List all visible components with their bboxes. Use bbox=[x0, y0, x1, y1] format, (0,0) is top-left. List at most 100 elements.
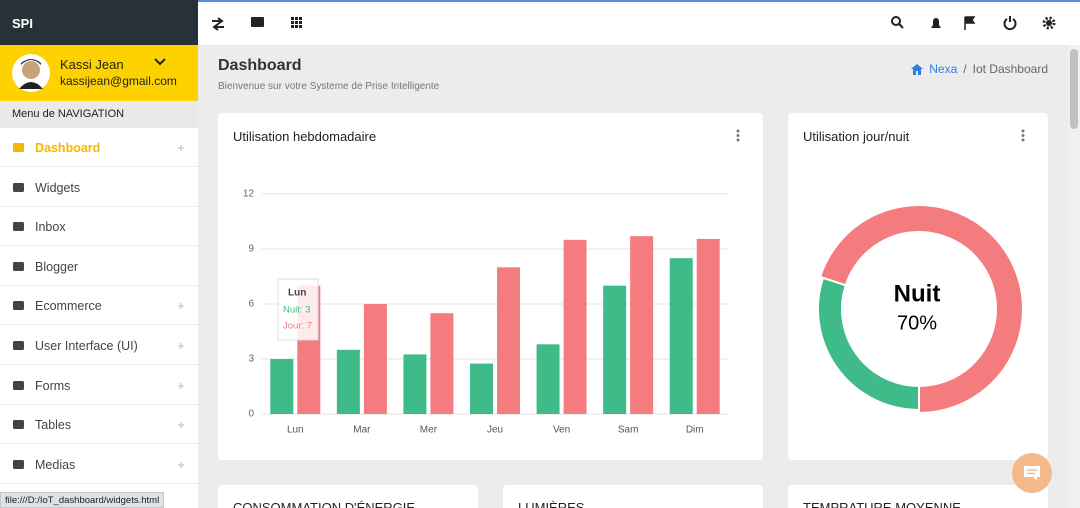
bell-icon[interactable] bbox=[931, 18, 941, 28]
bar bbox=[603, 285, 627, 414]
apps-icon[interactable] bbox=[291, 17, 302, 28]
menu-label: Inbox bbox=[35, 220, 66, 235]
user-email: kassijean@gmail.com bbox=[60, 74, 177, 88]
swap-icon[interactable] bbox=[212, 17, 224, 31]
chat-icon bbox=[1024, 466, 1040, 481]
expand-icon bbox=[178, 343, 184, 349]
tooltip: Lun Nuit: 3 Jour: 7 bbox=[277, 278, 319, 341]
bar bbox=[536, 344, 560, 414]
x-tick-label: Ven bbox=[553, 425, 570, 436]
menu-item[interactable]: Medias bbox=[0, 445, 198, 484]
temperature-card: TEMPRATURE MOYENNE bbox=[788, 485, 1048, 508]
menu-label: Dashboard bbox=[35, 141, 101, 155]
mail-icon[interactable] bbox=[251, 17, 264, 27]
user-card[interactable]: Kassi Jean kassijean@gmail.com bbox=[0, 45, 198, 101]
bar bbox=[563, 239, 587, 414]
user-dropdown[interactable] bbox=[154, 57, 166, 67]
breadcrumb-link[interactable]: Nexa bbox=[929, 62, 958, 76]
menu-item[interactable]: Dashboard bbox=[0, 128, 198, 167]
power-icon[interactable] bbox=[1003, 16, 1017, 31]
menu-item[interactable]: Tables bbox=[0, 405, 198, 445]
x-tick-label: Mar bbox=[353, 425, 371, 436]
settings-icon[interactable] bbox=[1042, 16, 1056, 30]
menu-icon bbox=[13, 459, 184, 469]
card-title: TEMPRATURE MOYENNE bbox=[803, 500, 961, 508]
bar bbox=[270, 359, 294, 414]
expand-icon bbox=[178, 145, 184, 151]
menu-label: Forms bbox=[35, 378, 71, 393]
top-bar-icons bbox=[212, 16, 1056, 31]
expand-icon bbox=[178, 422, 184, 429]
bar bbox=[403, 354, 427, 414]
expand-icon bbox=[178, 461, 184, 468]
x-tick-label: Sam bbox=[618, 425, 639, 436]
scroll-thumb[interactable] bbox=[1070, 49, 1078, 129]
menu-item[interactable]: Blogger bbox=[0, 247, 198, 286]
menu-icon bbox=[13, 380, 184, 390]
icon-shape bbox=[13, 420, 24, 430]
bar bbox=[630, 236, 654, 414]
x-tick-label: Dim bbox=[686, 425, 704, 436]
page-title: Dashboard bbox=[218, 57, 302, 74]
y-tick-label: 6 bbox=[248, 299, 254, 310]
breadcrumb-separator: / bbox=[963, 62, 967, 76]
card-title: Utilisation hebdomadaire bbox=[233, 129, 377, 144]
menu-label: Tables bbox=[35, 418, 72, 433]
avatar bbox=[12, 54, 50, 92]
bar bbox=[696, 238, 720, 414]
donut-segment bbox=[818, 204, 1024, 415]
menu-icon bbox=[13, 222, 24, 232]
top-bar bbox=[198, 0, 1080, 45]
menu-icon bbox=[13, 341, 184, 350]
menu-icon bbox=[13, 420, 184, 430]
sidebar: Kassi Jean kassijean@gmail.com Menu de N… bbox=[0, 45, 198, 508]
card-menus[interactable] bbox=[736, 129, 1025, 142]
tooltip-box bbox=[277, 278, 319, 341]
menu: Dashboard Widgets Inbox Blogger Ecommerce Use… bbox=[0, 128, 198, 508]
brand-bar: SPI bbox=[0, 0, 198, 45]
menu-item[interactable]: Forms bbox=[0, 366, 198, 405]
menu-label: User Interface (UI) bbox=[35, 339, 138, 353]
y-tick-label: 9 bbox=[248, 244, 254, 255]
donut-center-label: 70% bbox=[897, 312, 937, 334]
search-icon[interactable] bbox=[891, 16, 904, 29]
icon-shape bbox=[13, 143, 24, 152]
menu-item[interactable]: User Interface (UI) bbox=[0, 326, 198, 365]
menu-label: Medias bbox=[35, 457, 76, 472]
breadcrumb-current: Iot Dashboard bbox=[972, 62, 1048, 76]
lights-card: LUMIÈRES bbox=[503, 485, 763, 508]
home-icon bbox=[911, 63, 924, 75]
user-name: Kassi Jean bbox=[60, 57, 124, 72]
x-tick-label: Mer bbox=[420, 425, 438, 436]
menu-label: Widgets bbox=[35, 180, 81, 195]
bar bbox=[497, 267, 520, 414]
y-tick-label: 12 bbox=[243, 189, 255, 200]
menu-icon bbox=[13, 182, 24, 192]
icon-shape bbox=[13, 301, 24, 311]
bar bbox=[363, 304, 387, 414]
energy-card: CONSOMMATION D'ÉNERGIE bbox=[218, 485, 478, 508]
icon-shape bbox=[13, 380, 24, 390]
menu-icon bbox=[13, 143, 184, 152]
menu-item[interactable]: Widgets bbox=[0, 168, 198, 207]
card-title: CONSOMMATION D'ÉNERGIE bbox=[233, 500, 416, 508]
scrollbar[interactable] bbox=[1068, 45, 1080, 508]
menu-title: Menu de NAVIGATION bbox=[0, 101, 198, 128]
icon-shape bbox=[13, 261, 24, 271]
flag-icon[interactable] bbox=[964, 16, 976, 30]
menu-item[interactable]: Ecommerce bbox=[0, 286, 198, 326]
status-bar: file:///D:/IoT_dashboard/widgets.html bbox=[0, 492, 165, 508]
x-tick-label: Lun bbox=[287, 425, 304, 436]
y-tick-label: 3 bbox=[248, 354, 254, 365]
menu-label: Ecommerce bbox=[35, 299, 102, 314]
icon-shape bbox=[13, 459, 24, 469]
brand[interactable]: SPI bbox=[12, 16, 33, 31]
menu-item[interactable]: Inbox bbox=[0, 207, 198, 247]
card-title: LUMIÈRES bbox=[518, 500, 585, 508]
chat-button[interactable] bbox=[1012, 453, 1052, 493]
bar bbox=[470, 363, 493, 414]
menu-icon bbox=[13, 261, 24, 271]
tooltip-line: Nuit: 3 bbox=[283, 305, 310, 316]
expand-icon bbox=[178, 382, 184, 389]
icon-shape bbox=[13, 182, 24, 192]
